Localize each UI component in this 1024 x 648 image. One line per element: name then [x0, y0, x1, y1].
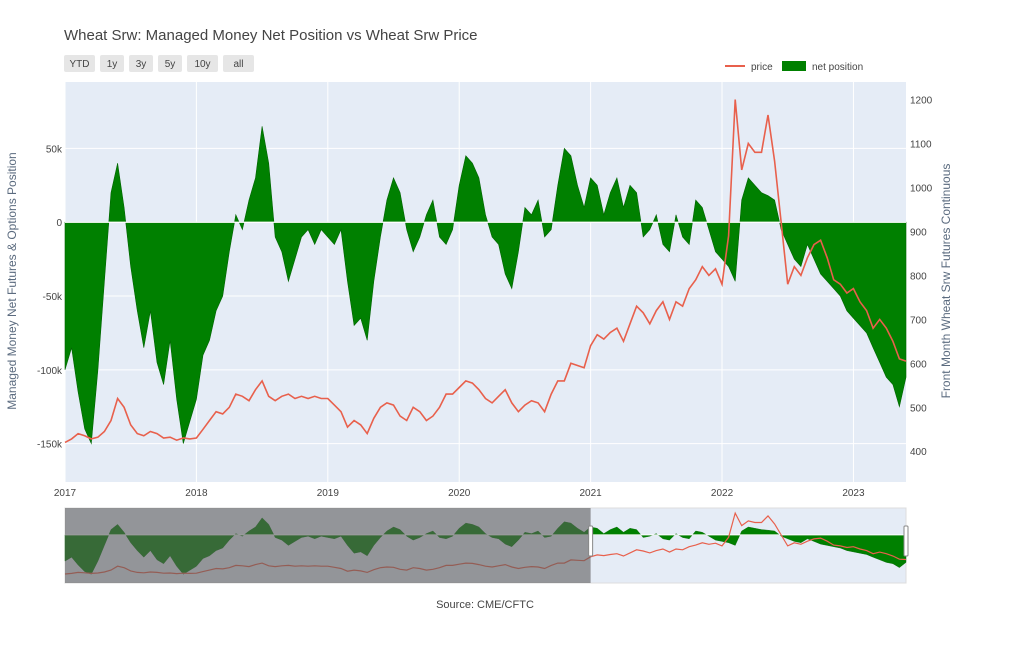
price-line: [64, 99, 907, 444]
left-tick-label: -150k: [37, 440, 63, 451]
x-tick-label: 2019: [317, 488, 340, 499]
range-slider-selector[interactable]: [65, 508, 909, 583]
right-tick-label: 900: [910, 227, 927, 238]
x-tick-label: 2021: [580, 488, 603, 499]
range-slider-handle-right[interactable]: [903, 525, 909, 557]
x-tick-label: 2022: [711, 488, 734, 499]
right-tick-label: 1100: [910, 140, 932, 151]
legend: price net position: [725, 61, 863, 73]
left-tick-label: 0: [56, 218, 62, 229]
net-position-area: [64, 126, 907, 445]
price-series: [64, 99, 907, 444]
x-axis-ticks: 2017 2018 2019 2020 2021 2022 2023: [54, 488, 865, 499]
left-tick-label: -100k: [37, 366, 63, 377]
net-position-series: [64, 126, 907, 445]
range-button-bg[interactable]: [158, 55, 182, 72]
chart-title: Wheat Srw: Managed Money Net Position vs…: [64, 27, 478, 44]
range-button-1y[interactable]: 1y: [100, 55, 124, 72]
right-tick-label: 400: [910, 447, 927, 458]
x-tick-label: 2020: [448, 488, 471, 499]
source-note: Source: CME/CFTC: [436, 599, 534, 611]
right-tick-label: 600: [910, 359, 927, 370]
left-axis-title: Managed Money Net Futures & Options Posi…: [5, 152, 19, 409]
range-button-all[interactable]: all: [223, 55, 254, 72]
range-button-10y[interactable]: 10y: [187, 55, 218, 72]
right-axis-title: Front Month Wheat Srw Futures Continuous: [939, 164, 953, 399]
left-tick-label: 50k: [46, 144, 63, 155]
right-tick-label: 800: [910, 271, 927, 282]
range-buttons: YTD 1y 3y 5y 10y all: [64, 55, 254, 72]
range-button-ytd[interactable]: YTD: [64, 55, 95, 72]
right-axis-ticks: 1200 1100 1000 900 800 700 600 500 400: [910, 96, 933, 459]
legend-price-label[interactable]: price: [751, 62, 773, 73]
legend-net-position-label[interactable]: net position: [812, 62, 863, 73]
range-slider-mask-left: [65, 508, 591, 583]
right-tick-label: 500: [910, 403, 927, 414]
range-button-bg[interactable]: [64, 55, 95, 72]
left-tick-label: -50k: [43, 292, 63, 303]
range-button-label[interactable]: 10y: [194, 59, 210, 70]
range-button-5y[interactable]: 5y: [158, 55, 182, 72]
range-button-bg[interactable]: [129, 55, 153, 72]
right-tick-label: 1200: [910, 96, 933, 107]
range-button-3y[interactable]: 3y: [129, 55, 153, 72]
range-button-bg[interactable]: [100, 55, 124, 72]
left-axis-ticks: 50k 0 -50k -100k -150k: [37, 144, 63, 450]
legend-net-position-swatch: [782, 61, 806, 71]
range-button-label[interactable]: 5y: [165, 59, 176, 70]
x-tick-label: 2017: [54, 488, 77, 499]
x-tick-label: 2018: [185, 488, 208, 499]
range-button-label[interactable]: 3y: [136, 59, 147, 70]
range-button-bg[interactable]: [187, 55, 218, 72]
x-tick-label: 2023: [842, 488, 865, 499]
range-button-bg[interactable]: [223, 55, 254, 72]
right-tick-label: 1000: [910, 183, 933, 194]
right-tick-label: 700: [910, 315, 927, 326]
range-button-label[interactable]: YTD: [70, 59, 90, 70]
range-button-label[interactable]: all: [233, 59, 243, 70]
range-button-label[interactable]: 1y: [107, 59, 118, 70]
range-slider-handle-left[interactable]: [588, 525, 594, 557]
